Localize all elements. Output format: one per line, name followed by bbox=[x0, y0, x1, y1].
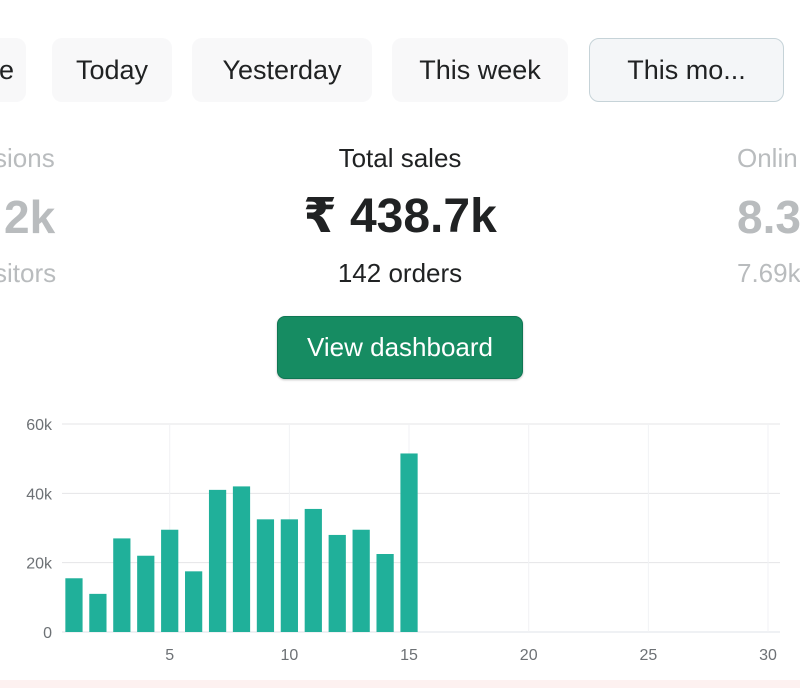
y-tick-label: 0 bbox=[43, 625, 52, 642]
bar bbox=[185, 571, 203, 632]
bar bbox=[304, 508, 322, 632]
left-metric-value: 2k bbox=[4, 191, 56, 243]
tab-partial-left-label: e bbox=[0, 54, 14, 85]
y-tick-label: 60k bbox=[26, 417, 53, 434]
bar bbox=[232, 486, 251, 632]
x-tick-label: 10 bbox=[280, 647, 298, 664]
bar bbox=[376, 554, 394, 632]
x-tick-label: 30 bbox=[759, 647, 777, 664]
tab-this-month-label: This mo... bbox=[627, 54, 746, 85]
bar bbox=[89, 593, 107, 632]
total-sales-orders: 142 orders bbox=[337, 258, 463, 288]
bottom-strip bbox=[0, 680, 800, 688]
view-dashboard-button[interactable]: View dashboard bbox=[277, 316, 523, 379]
total-sales-value: ₹ 438.7k bbox=[303, 190, 497, 243]
bar bbox=[113, 538, 131, 632]
bar bbox=[280, 519, 298, 632]
right-metric-sub: 7.69k bbox=[737, 258, 800, 288]
left-metric-label: sions bbox=[0, 143, 55, 173]
x-tick-label: 25 bbox=[639, 647, 657, 664]
right-metric-label: Onlin bbox=[737, 143, 798, 173]
x-tick-label: 5 bbox=[165, 647, 174, 664]
bar bbox=[352, 529, 370, 632]
right-metric-value: 8.3 bbox=[737, 191, 800, 243]
bar bbox=[65, 578, 83, 632]
bar bbox=[256, 519, 275, 632]
tab-yesterday-label: Yesterday bbox=[222, 54, 342, 85]
left-metric-sub: sitors bbox=[0, 258, 57, 288]
tab-this-week[interactable]: This week bbox=[392, 38, 568, 102]
tab-today[interactable]: Today bbox=[52, 38, 172, 102]
total-sales-label: Total sales bbox=[338, 143, 462, 173]
bar bbox=[400, 453, 418, 632]
sales-bar-chart: 0 20k 40k 60k 5 10 15 20 25 30 bbox=[26, 417, 780, 664]
view-dashboard-label: View dashboard bbox=[307, 332, 493, 362]
y-tick-label: 40k bbox=[26, 486, 53, 503]
bar bbox=[328, 534, 346, 632]
tab-today-label: Today bbox=[75, 54, 149, 85]
y-tick-label: 20k bbox=[26, 556, 53, 573]
bar bbox=[208, 489, 227, 632]
tab-this-month[interactable]: This mo... bbox=[589, 38, 784, 102]
x-tick-label: 20 bbox=[520, 647, 538, 664]
tab-partial-left[interactable]: e bbox=[0, 38, 26, 102]
bar bbox=[161, 529, 179, 632]
x-tick-label: 15 bbox=[400, 647, 418, 664]
bar bbox=[137, 555, 155, 632]
tab-yesterday[interactable]: Yesterday bbox=[192, 38, 372, 102]
tab-this-week-label: This week bbox=[419, 54, 541, 85]
